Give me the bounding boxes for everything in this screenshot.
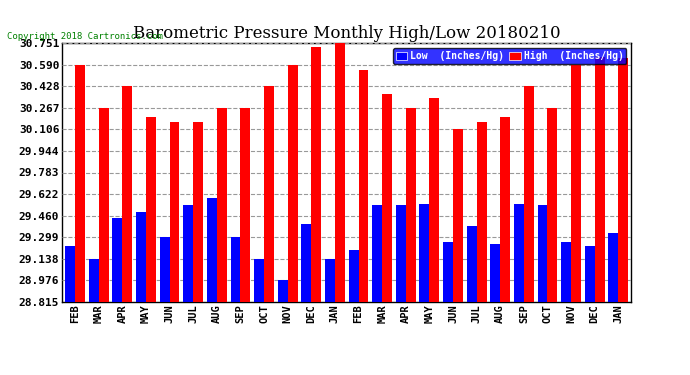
Bar — [136, 211, 146, 302]
Bar — [372, 205, 382, 302]
Bar — [406, 108, 415, 302]
Bar — [89, 259, 99, 302]
Bar — [420, 204, 429, 302]
Bar — [561, 242, 571, 302]
Bar — [311, 47, 322, 302]
Bar — [170, 122, 179, 302]
Title: Barometric Pressure Monthly High/Low 20180210: Barometric Pressure Monthly High/Low 201… — [133, 25, 560, 42]
Bar — [359, 70, 368, 302]
Bar — [184, 205, 193, 302]
Bar — [146, 117, 156, 302]
Bar — [335, 43, 345, 302]
Bar — [477, 122, 486, 302]
Bar — [193, 122, 203, 302]
Bar — [264, 86, 274, 302]
Bar — [524, 86, 534, 302]
Bar — [585, 246, 595, 302]
Bar — [230, 237, 240, 302]
Bar — [618, 58, 629, 302]
Bar — [396, 205, 406, 302]
Bar — [240, 108, 250, 302]
Bar — [571, 64, 581, 302]
Bar — [99, 108, 108, 302]
Bar — [547, 108, 558, 302]
Bar — [538, 205, 547, 302]
Bar — [609, 233, 618, 302]
Text: Copyright 2018 Cartronics.com: Copyright 2018 Cartronics.com — [7, 32, 163, 41]
Bar — [122, 86, 132, 302]
Bar — [453, 129, 463, 302]
Bar — [159, 237, 170, 302]
Bar — [443, 242, 453, 302]
Bar — [112, 218, 122, 302]
Bar — [500, 117, 510, 302]
Bar — [429, 98, 440, 302]
Bar — [348, 251, 359, 302]
Bar — [491, 244, 500, 302]
Legend: Low  (Inches/Hg), High  (Inches/Hg): Low (Inches/Hg), High (Inches/Hg) — [393, 48, 627, 64]
Bar — [595, 57, 604, 302]
Bar — [302, 224, 311, 302]
Bar — [288, 64, 297, 302]
Bar — [382, 94, 392, 302]
Bar — [278, 280, 288, 302]
Bar — [207, 198, 217, 302]
Bar — [65, 246, 75, 302]
Bar — [217, 108, 227, 302]
Bar — [466, 226, 477, 302]
Bar — [254, 259, 264, 302]
Bar — [325, 259, 335, 302]
Bar — [75, 64, 85, 302]
Bar — [514, 204, 524, 302]
